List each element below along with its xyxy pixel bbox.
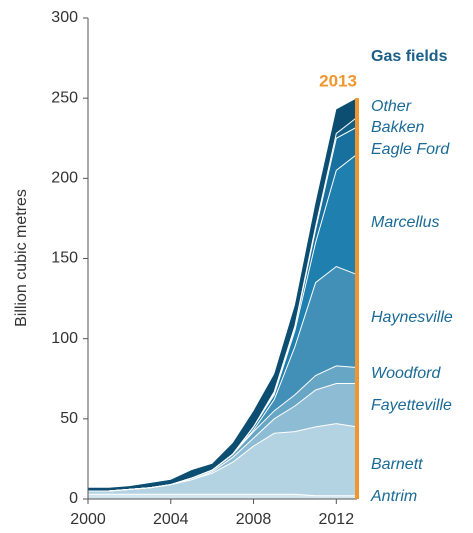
- legend-label: Fayetteville: [371, 397, 452, 414]
- legend-label: Eagle Ford: [371, 141, 450, 158]
- x-tick-label: 2000: [70, 511, 106, 528]
- area-separator: [88, 493, 357, 497]
- legend-label: Barnett: [371, 456, 423, 473]
- legend-label: Woodford: [371, 365, 441, 382]
- legend-label: Haynesville: [371, 309, 453, 326]
- legend-label: Bakken: [371, 119, 424, 136]
- area: [88, 98, 357, 491]
- x-tick-label: 2012: [319, 511, 355, 528]
- y-axis-label: Billion cubic metres: [13, 189, 30, 327]
- area: [88, 423, 357, 496]
- x-tick-label: 2004: [153, 511, 189, 528]
- y-tick-label: 50: [60, 410, 78, 427]
- y-tick-label: 200: [51, 170, 78, 187]
- legend-title: Gas fields: [371, 48, 448, 65]
- annotation-label: 2013: [319, 71, 357, 90]
- area: [88, 365, 357, 491]
- area-separator: [88, 117, 358, 492]
- area: [88, 494, 357, 499]
- legend-label: Marcellus: [371, 214, 439, 231]
- y-tick-label: 100: [51, 330, 78, 347]
- y-tick-label: 300: [51, 9, 78, 26]
- legend-label: Other: [371, 98, 412, 115]
- x-tick-label: 2008: [236, 511, 272, 528]
- y-tick-label: 150: [51, 250, 78, 267]
- area: [88, 266, 357, 491]
- area: [88, 383, 357, 491]
- y-tick-label: 250: [51, 89, 78, 106]
- y-tick-label: 0: [69, 490, 78, 507]
- legend-label: Antrim: [370, 488, 417, 505]
